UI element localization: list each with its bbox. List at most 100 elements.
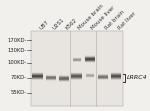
Bar <box>111 72 122 73</box>
Bar <box>46 79 56 80</box>
Bar <box>85 60 95 61</box>
Bar <box>73 59 81 60</box>
Bar <box>32 77 43 78</box>
Bar <box>72 78 82 79</box>
Bar <box>86 73 94 74</box>
Bar <box>32 72 43 73</box>
Bar <box>85 61 95 62</box>
Bar <box>98 77 108 78</box>
Bar <box>86 74 94 75</box>
Bar <box>85 56 95 57</box>
Bar <box>98 77 108 78</box>
Text: 130KD-: 130KD- <box>8 48 27 53</box>
Bar <box>46 75 56 76</box>
Bar <box>98 74 108 75</box>
Bar <box>72 72 82 73</box>
Bar <box>111 78 122 79</box>
Text: Rat liver: Rat liver <box>117 11 136 30</box>
Bar <box>73 58 81 59</box>
Bar <box>32 76 43 77</box>
Bar <box>85 57 95 58</box>
Bar <box>59 76 69 77</box>
Bar <box>111 73 122 74</box>
Bar <box>72 77 82 78</box>
Bar <box>59 75 69 76</box>
Bar <box>59 77 69 78</box>
Bar <box>46 76 56 77</box>
Text: 55KD-: 55KD- <box>11 90 27 95</box>
Bar <box>32 73 43 74</box>
Bar <box>32 78 43 79</box>
Bar <box>59 80 69 81</box>
Bar <box>98 75 108 76</box>
Text: LRRC4: LRRC4 <box>127 75 148 80</box>
Text: Rat brain: Rat brain <box>104 9 125 30</box>
Bar <box>59 80 69 81</box>
Bar <box>46 80 56 81</box>
Bar <box>111 74 122 75</box>
Bar <box>59 81 69 82</box>
Bar <box>86 73 94 74</box>
Bar <box>46 78 56 79</box>
Text: 70KD-: 70KD- <box>11 75 27 80</box>
Bar <box>73 60 81 61</box>
Bar <box>98 78 108 79</box>
Bar <box>85 58 95 59</box>
Bar <box>59 75 69 76</box>
Bar <box>98 76 108 77</box>
Bar <box>72 74 82 75</box>
Bar <box>32 74 43 75</box>
Bar <box>73 62 81 63</box>
Bar <box>46 77 56 78</box>
Bar <box>98 79 108 80</box>
Bar <box>85 57 95 58</box>
Bar <box>32 75 43 76</box>
Bar <box>32 74 43 75</box>
Bar <box>46 74 56 75</box>
Text: U2S1: U2S1 <box>51 17 65 30</box>
Bar <box>32 79 43 80</box>
Bar <box>31 31 123 106</box>
Bar <box>86 75 94 76</box>
Bar <box>86 74 94 75</box>
Bar <box>98 76 108 77</box>
Bar <box>72 73 82 74</box>
Bar <box>85 55 95 56</box>
Bar <box>32 76 43 77</box>
Bar <box>59 81 69 82</box>
Bar <box>86 77 94 78</box>
Bar <box>59 79 69 80</box>
Bar <box>85 59 95 60</box>
Bar <box>98 78 108 79</box>
Bar <box>111 75 122 76</box>
Bar <box>73 60 81 61</box>
Bar <box>111 79 122 80</box>
Bar <box>73 57 81 58</box>
Bar <box>46 78 56 79</box>
Text: K562: K562 <box>64 17 78 30</box>
Bar <box>85 62 95 63</box>
Bar <box>72 79 82 80</box>
Bar <box>111 74 122 75</box>
Bar <box>32 78 43 79</box>
Text: 100KD-: 100KD- <box>7 60 27 65</box>
Text: Mouse liver: Mouse liver <box>91 5 116 30</box>
Bar <box>111 76 122 77</box>
Text: U87: U87 <box>38 19 50 30</box>
Bar <box>86 76 94 77</box>
Bar <box>111 77 122 78</box>
Bar <box>86 76 94 77</box>
Bar <box>72 74 82 75</box>
Bar <box>72 76 82 77</box>
Bar <box>111 78 122 79</box>
Bar <box>73 61 81 62</box>
Bar <box>59 78 69 79</box>
Text: 170KD-: 170KD- <box>7 38 27 43</box>
Bar <box>46 79 56 80</box>
Bar <box>72 76 82 77</box>
Bar <box>85 56 95 57</box>
Bar <box>72 78 82 79</box>
Bar <box>72 75 82 76</box>
Bar <box>73 57 81 58</box>
Bar <box>111 76 122 77</box>
